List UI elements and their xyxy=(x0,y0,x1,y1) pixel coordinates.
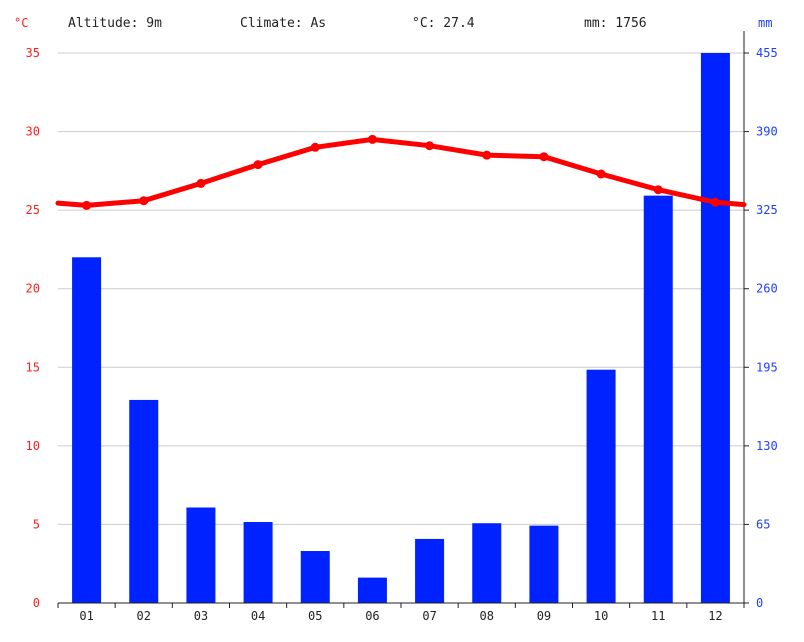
left-tick-label: 5 xyxy=(33,517,40,531)
temperature-point xyxy=(310,142,320,152)
left-tick-label: 25 xyxy=(26,203,40,217)
temperature-line xyxy=(55,134,747,210)
altitude-label: Altitude: 9m xyxy=(68,16,162,31)
precipitation-bar xyxy=(72,257,102,603)
x-tick-label: 11 xyxy=(651,609,665,623)
precipitation-bar xyxy=(700,53,730,603)
annual-precipitation-label: mm: 1756 xyxy=(584,16,647,31)
x-tick-label: 05 xyxy=(308,609,322,623)
precipitation-unit-label: mm xyxy=(758,16,773,30)
precipitation-bar xyxy=(529,525,559,603)
precipitation-bar xyxy=(643,195,673,603)
precipitation-bar xyxy=(415,538,445,603)
x-tick-label: 06 xyxy=(365,609,379,623)
right-tick-label: 195 xyxy=(756,360,778,374)
right-tick-label: 390 xyxy=(756,125,778,139)
x-tick-label: 12 xyxy=(708,609,722,623)
temperature-unit-label: °C xyxy=(14,16,29,30)
temperature-point xyxy=(196,178,206,188)
precipitation-bars xyxy=(72,53,730,603)
x-tick-label: 09 xyxy=(537,609,551,623)
left-tick-label: 20 xyxy=(26,282,40,296)
precipitation-bar xyxy=(357,577,387,603)
temperature-line-path xyxy=(55,136,747,208)
gridlines xyxy=(58,52,744,525)
right-tick-label: 455 xyxy=(756,46,778,60)
precipitation-bar xyxy=(472,523,502,603)
axes xyxy=(57,31,749,608)
left-tick-label: 30 xyxy=(26,125,40,139)
left-tick-label: 35 xyxy=(26,46,40,60)
temperature-point xyxy=(653,185,663,195)
temperature-point xyxy=(482,150,492,160)
temperature-point xyxy=(710,197,720,207)
x-tick-label: 02 xyxy=(137,609,151,623)
left-tick-label: 15 xyxy=(26,360,40,374)
x-tick-label: 03 xyxy=(194,609,208,623)
temperature-point xyxy=(82,200,92,210)
right-tick-label: 130 xyxy=(756,439,778,453)
left-tick-label: 10 xyxy=(26,439,40,453)
precipitation-bar xyxy=(586,369,616,603)
right-tick-label: 260 xyxy=(756,282,778,296)
precipitation-bar xyxy=(300,551,330,603)
x-tick-label: 07 xyxy=(422,609,436,623)
climate-label: Climate: As xyxy=(240,16,327,31)
x-tick-label: 08 xyxy=(480,609,494,623)
precipitation-bar xyxy=(243,522,273,603)
x-tick-label: 10 xyxy=(594,609,608,623)
temperature-point xyxy=(253,160,263,170)
avg-temperature-label: °C: 27.4 xyxy=(412,16,475,31)
x-tick-label: 04 xyxy=(251,609,265,623)
temperature-point xyxy=(596,169,606,179)
temperature-point xyxy=(425,141,435,151)
right-tick-label: 65 xyxy=(756,517,770,531)
temperature-point xyxy=(139,196,149,206)
x-tick-label: 01 xyxy=(79,609,93,623)
right-tick-label: 325 xyxy=(756,203,778,217)
left-tick-label: 0 xyxy=(33,596,40,610)
temperature-point xyxy=(539,152,549,162)
temperature-point xyxy=(367,134,377,144)
right-tick-label: 0 xyxy=(756,596,763,610)
precipitation-bar xyxy=(129,399,159,603)
precipitation-bar xyxy=(186,507,216,603)
